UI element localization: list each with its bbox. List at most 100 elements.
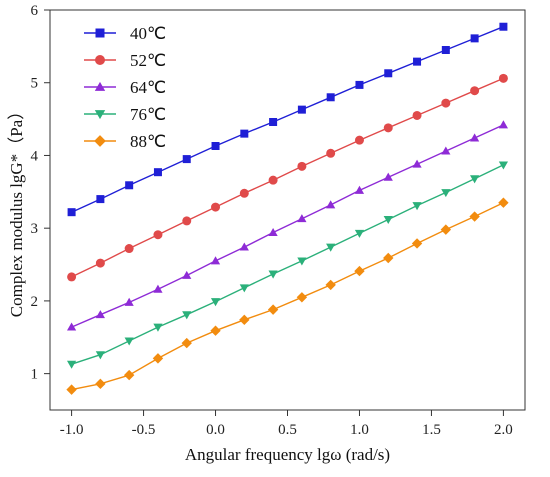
data-point <box>210 256 221 265</box>
series-line <box>71 77 504 278</box>
data-point <box>297 214 307 223</box>
x-tick-label: 0.0 <box>206 422 225 438</box>
data-point <box>96 195 105 204</box>
data-point <box>354 135 364 145</box>
data-point <box>383 252 394 264</box>
series-line <box>71 164 504 365</box>
series-3 <box>66 161 509 369</box>
series-4 <box>66 197 509 395</box>
data-point <box>470 34 479 43</box>
data-point <box>269 118 278 126</box>
data-point <box>354 185 365 194</box>
data-point <box>441 46 450 54</box>
x-tick-label: 1.0 <box>350 422 369 438</box>
data-point <box>412 110 422 120</box>
legend-item: 76℃ <box>84 105 166 124</box>
data-point <box>297 257 307 266</box>
data-point <box>498 73 508 83</box>
data-point <box>411 238 423 249</box>
data-point <box>268 270 278 279</box>
legend-marker <box>95 28 105 38</box>
series-line <box>71 26 504 213</box>
data-point <box>470 175 480 184</box>
legend-item: 52℃ <box>84 51 166 70</box>
series-2 <box>66 120 509 331</box>
data-point <box>268 227 278 236</box>
legend-item: 64℃ <box>84 78 166 97</box>
data-point <box>354 265 365 277</box>
data-point <box>297 161 307 171</box>
data-point <box>124 297 134 306</box>
series-0 <box>67 22 508 217</box>
legend-label: 40℃ <box>130 24 166 43</box>
data-point <box>413 57 422 66</box>
data-point <box>384 69 393 78</box>
data-point <box>95 351 105 360</box>
data-point <box>267 304 279 315</box>
legend-marker <box>94 135 106 147</box>
legend-item: 40℃ <box>84 24 166 43</box>
data-point <box>210 298 221 307</box>
data-point <box>66 360 77 369</box>
x-tick-label: 0.5 <box>278 422 297 438</box>
data-point <box>268 175 278 185</box>
data-point <box>239 284 249 293</box>
legend: 40℃ 52℃ 64℃ 76℃ 88℃ <box>84 24 166 151</box>
data-point <box>95 378 106 390</box>
y-axis-title: Complex modulus lgG*（Pa） <box>7 103 26 317</box>
legend-label: 64℃ <box>130 78 166 97</box>
data-point <box>181 337 192 349</box>
y-tick-label: 2 <box>31 294 39 310</box>
data-point <box>326 93 335 102</box>
y-tick-label: 6 <box>31 3 39 19</box>
y-tick-label: 5 <box>31 76 39 92</box>
data-point <box>355 80 364 89</box>
legend-marker <box>94 81 106 91</box>
data-point <box>383 123 393 133</box>
data-point <box>469 211 480 222</box>
data-point <box>153 323 163 332</box>
data-point <box>211 142 220 150</box>
data-point <box>325 279 336 291</box>
data-point <box>470 133 480 142</box>
data-point <box>412 202 422 211</box>
data-point <box>498 161 509 170</box>
plot-frame <box>49 9 526 411</box>
data-point <box>125 181 134 190</box>
data-point <box>297 105 306 114</box>
data-point <box>441 189 451 198</box>
data-point <box>153 168 162 177</box>
x-tick-label: 2.0 <box>494 422 513 438</box>
data-point <box>95 258 105 268</box>
data-point <box>440 224 452 235</box>
y-axis-ticks: 1 2 3 4 5 6 <box>31 3 50 383</box>
legend-label: 52℃ <box>130 51 166 70</box>
x-axis-ticks: -1.0 -0.5 0.0 0.5 1.0 1.5 2.0 <box>60 410 513 438</box>
data-point <box>499 22 508 31</box>
data-point <box>470 86 480 96</box>
data-point <box>383 172 393 181</box>
legend-item: 88℃ <box>84 132 166 151</box>
data-point <box>498 197 509 208</box>
data-point <box>66 384 77 395</box>
data-point <box>182 216 192 226</box>
data-point <box>296 292 308 303</box>
y-tick-label: 1 <box>31 367 39 383</box>
series-line <box>71 202 504 391</box>
data-point <box>124 337 134 346</box>
x-tick-label: -1.0 <box>60 422 84 438</box>
data-point <box>326 200 336 209</box>
data-point <box>441 146 451 155</box>
legend-label: 88℃ <box>130 132 166 151</box>
y-tick-label: 4 <box>31 148 39 164</box>
x-tick-label: 1.5 <box>422 422 441 438</box>
legend-marker <box>94 110 106 120</box>
data-point <box>498 120 509 129</box>
data-point <box>67 272 77 282</box>
legend-marker <box>95 55 105 65</box>
data-point <box>152 353 164 364</box>
data-point <box>383 216 393 225</box>
x-tick-label: -0.5 <box>132 422 156 438</box>
data-point <box>153 284 163 293</box>
data-point <box>123 369 135 381</box>
